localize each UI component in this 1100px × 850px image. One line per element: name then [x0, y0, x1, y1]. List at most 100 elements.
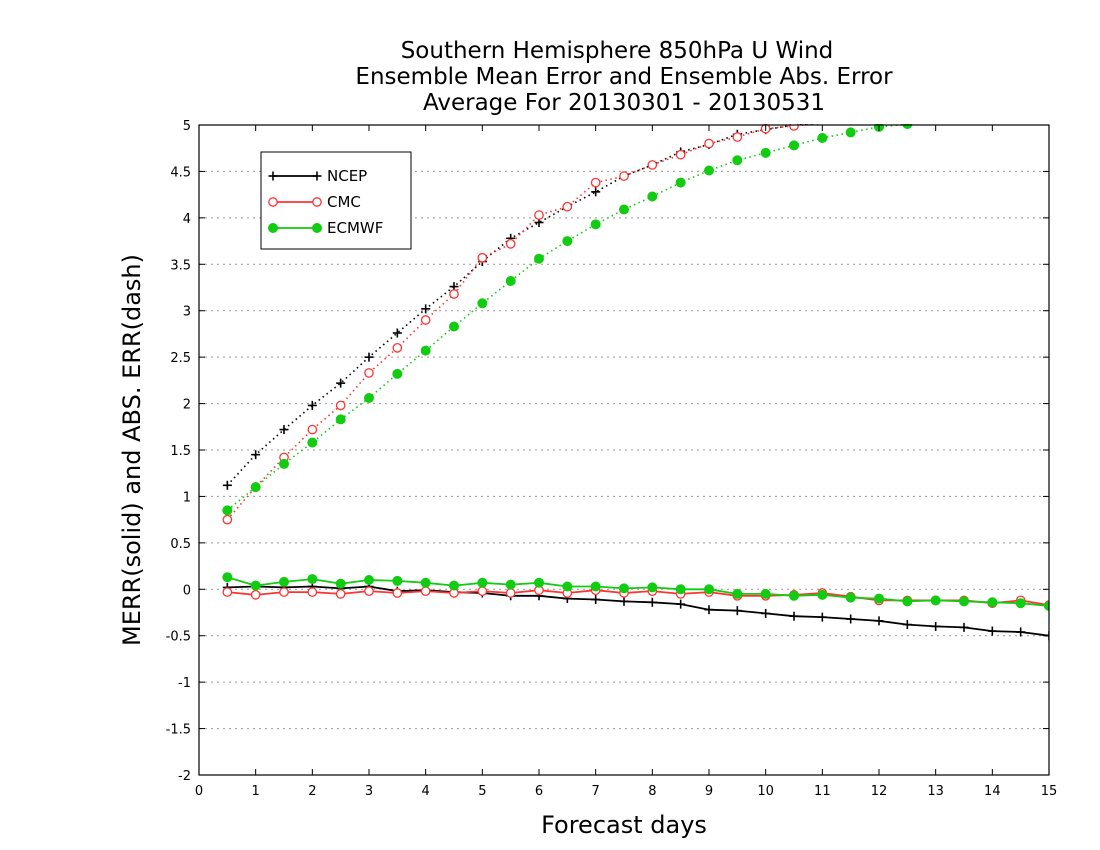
chart-title-line-1: Southern Hemisphere 850hPa U Wind — [401, 38, 834, 64]
data-point — [619, 171, 629, 181]
data-point — [335, 589, 346, 599]
data-point — [590, 177, 601, 188]
data-point — [789, 124, 799, 131]
data-point — [789, 590, 799, 601]
data-point — [364, 352, 374, 362]
data-point — [647, 582, 658, 593]
y-tick-label: 0 — [183, 583, 191, 598]
data-point — [336, 378, 346, 388]
x-tick-label: 8 — [648, 784, 656, 799]
y-tick-label: 3 — [183, 305, 191, 320]
data-point — [449, 321, 459, 332]
data-point — [562, 236, 573, 247]
data-point — [279, 587, 289, 597]
data-point — [420, 586, 431, 596]
data-point — [704, 165, 714, 176]
data-point — [845, 592, 856, 603]
data-point — [846, 614, 856, 624]
axes: -2-1.5-1-0.500.511.522.533.544.550 1 2 3 4 5 6… — [166, 119, 1058, 799]
data-point — [364, 575, 374, 585]
y-tick-label: 1 — [183, 490, 191, 505]
data-point — [675, 177, 686, 188]
data-point — [1044, 601, 1049, 611]
data-point — [222, 572, 233, 583]
data-point — [675, 584, 686, 595]
data-point — [619, 583, 629, 594]
data-point — [251, 450, 261, 460]
data-point — [789, 140, 799, 151]
series-line — [226, 124, 813, 486]
data-point — [534, 253, 544, 264]
data-point — [307, 587, 318, 597]
x-tick-label: 4 — [422, 784, 430, 799]
data-point — [732, 606, 742, 616]
grid-lines — [199, 170, 1049, 730]
legend-marker-start — [268, 223, 278, 233]
data-point — [732, 588, 743, 599]
x-tick-label: 9 — [705, 784, 713, 799]
data-point — [392, 328, 402, 338]
data-point — [902, 620, 912, 630]
y-tick-label: -2 — [178, 769, 191, 784]
data-point — [987, 626, 997, 636]
data-point — [1015, 598, 1026, 609]
data-point — [307, 437, 318, 448]
data-point — [902, 124, 913, 130]
data-point — [505, 579, 516, 590]
data-point — [449, 580, 459, 591]
legend-label: CMC — [327, 193, 361, 211]
data-point — [392, 575, 403, 586]
data-point — [364, 586, 374, 596]
y-tick-label: 3.5 — [170, 258, 191, 273]
data-point — [959, 596, 969, 607]
data-point — [534, 577, 544, 588]
data-point — [364, 368, 374, 378]
data-point — [590, 219, 601, 230]
data-point — [1016, 627, 1026, 637]
data-point — [250, 580, 261, 591]
y-tick-label: 2.5 — [170, 351, 191, 366]
data-point — [222, 587, 233, 597]
data-point — [647, 191, 658, 202]
data-point — [477, 586, 488, 596]
series-ecmwf-solid — [222, 572, 1049, 611]
data-point — [732, 155, 743, 166]
y-tick-label: 0.5 — [170, 537, 191, 552]
x-tick-label: 11 — [814, 784, 831, 799]
series-ncep-solid — [222, 582, 1049, 641]
legend-item-cmc: CMC — [268, 193, 361, 211]
data-point — [704, 138, 714, 149]
legend-marker-start — [268, 197, 278, 207]
legend: NCEP CMC ECMWF — [260, 151, 412, 250]
data-point — [562, 201, 573, 212]
data-point — [931, 621, 941, 631]
data-point — [845, 127, 856, 138]
y-tick-label: 1.5 — [170, 444, 191, 459]
x-tick-label: 14 — [984, 784, 1001, 799]
data-point — [675, 149, 686, 160]
legend-box — [260, 151, 412, 250]
data-point — [930, 595, 941, 606]
data-point — [420, 315, 431, 325]
y-tick-label: -0.5 — [166, 630, 191, 645]
data-point — [760, 147, 771, 158]
data-point — [987, 597, 998, 608]
legend-item-ncep: NCEP — [268, 167, 367, 185]
data-point — [307, 424, 318, 435]
y-tick-label: 4 — [183, 212, 191, 227]
legend-items: NCEP CMC ECMWF — [268, 167, 383, 237]
data-point — [732, 132, 743, 142]
data-point — [874, 593, 884, 604]
data-point — [874, 616, 884, 626]
data-point — [421, 304, 431, 314]
data-point — [420, 577, 431, 588]
data-point — [335, 414, 346, 425]
legend-marker-end — [312, 223, 322, 233]
data-point — [789, 611, 799, 621]
data-point — [704, 605, 714, 615]
legend-marker-end — [312, 171, 322, 181]
data-point — [222, 480, 232, 490]
y-tick-label: 4.5 — [170, 165, 191, 180]
data-point — [647, 160, 658, 170]
legend-item-ecmwf: ECMWF — [268, 219, 383, 237]
